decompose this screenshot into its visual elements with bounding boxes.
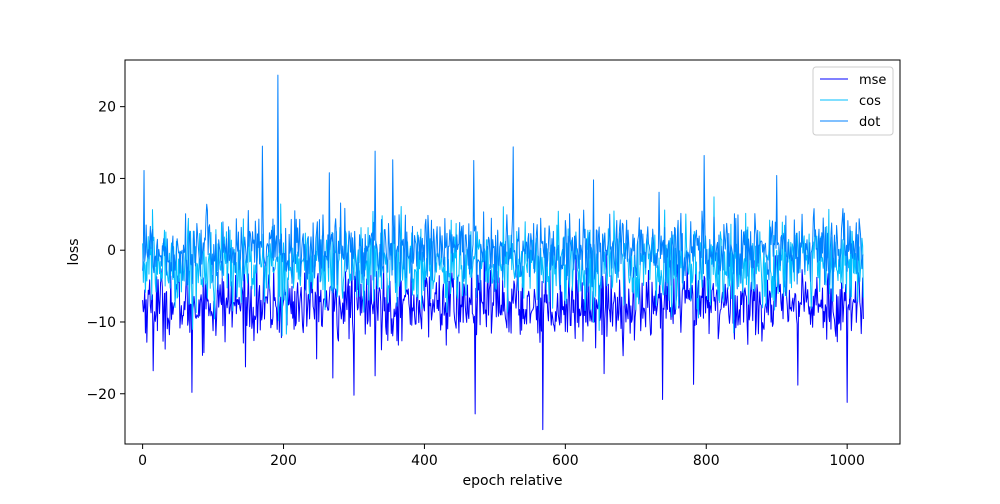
- legend: mse cos dot: [812, 66, 894, 136]
- plot-frame: [124, 59, 901, 445]
- series-line-mse: [142, 249, 864, 431]
- legend-label-cos: cos: [859, 94, 881, 109]
- legend-label-mse: mse: [859, 73, 886, 88]
- x-tick-label: 600: [552, 453, 579, 469]
- x-tick-label: 1000: [829, 453, 865, 469]
- x-tick-label: 0: [138, 453, 147, 469]
- x-tick-label: 400: [411, 453, 438, 469]
- series-line-cos: [142, 196, 864, 337]
- x-tick-label: 800: [693, 453, 720, 469]
- y-axis: −20 −10 0 10 20: [86, 100, 125, 403]
- y-tick-label: 20: [98, 100, 116, 116]
- x-axis-label: epoch relative: [463, 473, 563, 489]
- y-tick-label: −10: [86, 315, 116, 331]
- legend-label-dot: dot: [859, 115, 880, 130]
- series-line-dot: [142, 74, 864, 311]
- x-tick-label: 200: [270, 453, 297, 469]
- y-tick-label: 10: [98, 171, 116, 187]
- y-axis-label: loss: [66, 238, 82, 265]
- y-tick-label: 0: [107, 243, 116, 259]
- legend-box: [812, 66, 894, 136]
- y-tick-label: −20: [86, 387, 116, 403]
- x-axis: 0 200 400 600 800 1000: [138, 444, 865, 469]
